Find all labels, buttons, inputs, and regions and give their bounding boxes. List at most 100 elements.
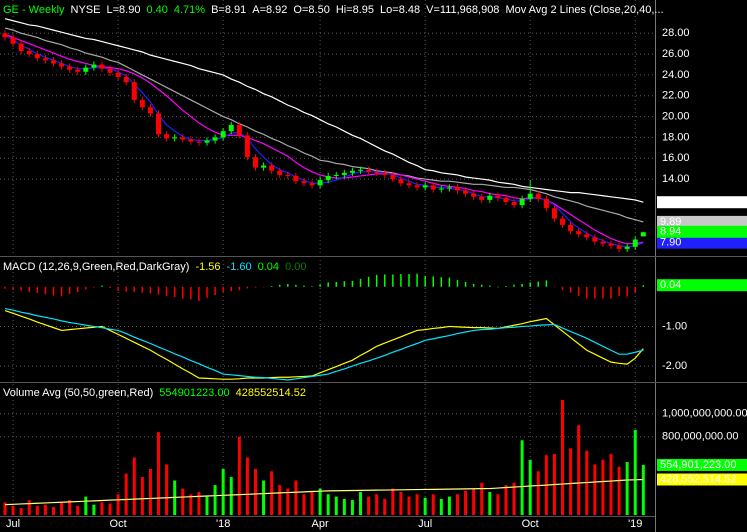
candle-body — [325, 175, 331, 181]
volume-bar — [520, 440, 524, 515]
volume-bar — [124, 473, 128, 515]
candle-body — [293, 175, 299, 182]
candle-body — [34, 54, 40, 59]
macd-histogram-bar — [117, 286, 119, 291]
candle-body — [446, 187, 452, 189]
candle-body — [252, 157, 258, 168]
candle-body — [67, 66, 73, 70]
volume-bar — [11, 505, 15, 515]
indicator-line — [4, 18, 644, 203]
y-tick-label: 14.00 — [662, 173, 690, 185]
volume-bar — [27, 500, 31, 515]
macd-histogram-bar — [287, 283, 289, 287]
candle-body — [2, 33, 8, 38]
header-item: 0.00 — [285, 261, 306, 273]
volume-bar — [617, 466, 621, 515]
header-item: 0.40 — [146, 4, 167, 16]
macd-histogram-bar — [513, 284, 515, 287]
volume-bar — [464, 490, 468, 515]
volume-bar — [407, 496, 411, 515]
value-flag-label: 8.94 — [660, 226, 681, 238]
macd-histogram-bar — [12, 286, 14, 290]
volume-bar — [189, 494, 193, 515]
candle-body — [406, 183, 412, 186]
candle-body — [568, 224, 574, 232]
macd-histogram-bar — [133, 286, 136, 292]
value-flag — [657, 236, 747, 249]
macd-histogram-bar — [125, 286, 127, 292]
volume-bar — [43, 504, 47, 515]
candle-body — [236, 124, 242, 136]
y-tick-label: 18.00 — [662, 131, 690, 143]
y-tick-label: 16.00 — [662, 152, 690, 164]
macd-histogram-bar — [545, 280, 548, 287]
volume-bar — [609, 454, 613, 515]
macd-histogram-bar — [4, 286, 6, 289]
volume-bar — [342, 498, 346, 515]
candle-body — [616, 245, 622, 249]
macd-histogram-bar — [222, 286, 224, 292]
macd-histogram-bar — [505, 285, 507, 287]
candle-body — [75, 69, 81, 72]
candle-body — [495, 195, 501, 198]
macd-histogram-bar — [311, 286, 313, 287]
y-tick-label: 24.00 — [662, 69, 690, 81]
volume-bar — [253, 468, 257, 515]
macd-histogram-bar — [529, 282, 531, 287]
volume-bar — [148, 468, 152, 515]
volume-bar — [165, 464, 169, 515]
candle-body — [131, 82, 137, 100]
header-item: L=8.90 — [107, 4, 141, 16]
macd-histogram-bar — [319, 284, 321, 287]
value-flag — [657, 279, 747, 292]
macd-histogram-bar — [238, 286, 241, 290]
panel-header: MACD (12,26,9,Green,Red,DarkGray) -1.56 -1… — [3, 261, 306, 273]
macd-histogram-bar — [157, 286, 160, 295]
volume-bar — [528, 459, 532, 515]
volume-bar — [302, 494, 306, 515]
macd-histogram-bar — [594, 286, 596, 299]
volume-bar — [100, 502, 104, 515]
candle-body — [624, 246, 630, 249]
x-tick-label: Jul — [418, 518, 432, 530]
volume-bar — [423, 497, 427, 515]
candle-body — [560, 218, 566, 225]
volume-bar — [561, 399, 565, 515]
x-tick-label: Apr — [312, 518, 329, 530]
macd-histogram-bar — [480, 284, 483, 287]
candle-body — [164, 134, 170, 139]
macd-histogram-bar — [182, 286, 184, 299]
volume-bar — [447, 496, 451, 515]
candle-body — [398, 179, 404, 184]
candle-body — [269, 165, 275, 171]
macd-histogram-bar — [375, 274, 378, 287]
macd-histogram-bar — [537, 281, 540, 287]
candle-body — [228, 124, 234, 132]
macd-histogram-bar — [634, 286, 636, 293]
candle-body — [600, 241, 606, 244]
volume-bar — [625, 462, 629, 515]
y-tick-label: 26.00 — [662, 48, 690, 60]
candle-body — [341, 172, 347, 175]
panel-header: GE - Weekly NYSE L=8.90 0.40 4.71% B=8.91 A=8.… — [3, 4, 664, 16]
volume-bar — [415, 494, 419, 515]
macd-histogram-bar — [384, 274, 386, 287]
volume-bar — [60, 502, 64, 515]
header-item: 0.04 — [258, 261, 279, 273]
value-flag — [657, 473, 747, 486]
candle-body — [584, 234, 590, 238]
candle-body — [527, 193, 533, 199]
macd-histogram-bar — [295, 284, 297, 287]
candle-body — [358, 169, 364, 171]
macd-histogram-bar — [521, 283, 523, 287]
candle-body — [366, 169, 372, 172]
header-item: -1.56 — [195, 261, 220, 273]
macd-histogram-bar — [359, 278, 362, 287]
candle-body — [107, 68, 113, 73]
volume-bar — [84, 496, 88, 515]
indicator-line — [4, 478, 644, 506]
candle-body — [463, 190, 469, 194]
volume-bar — [76, 505, 80, 515]
macd-histogram-bar — [68, 286, 71, 294]
